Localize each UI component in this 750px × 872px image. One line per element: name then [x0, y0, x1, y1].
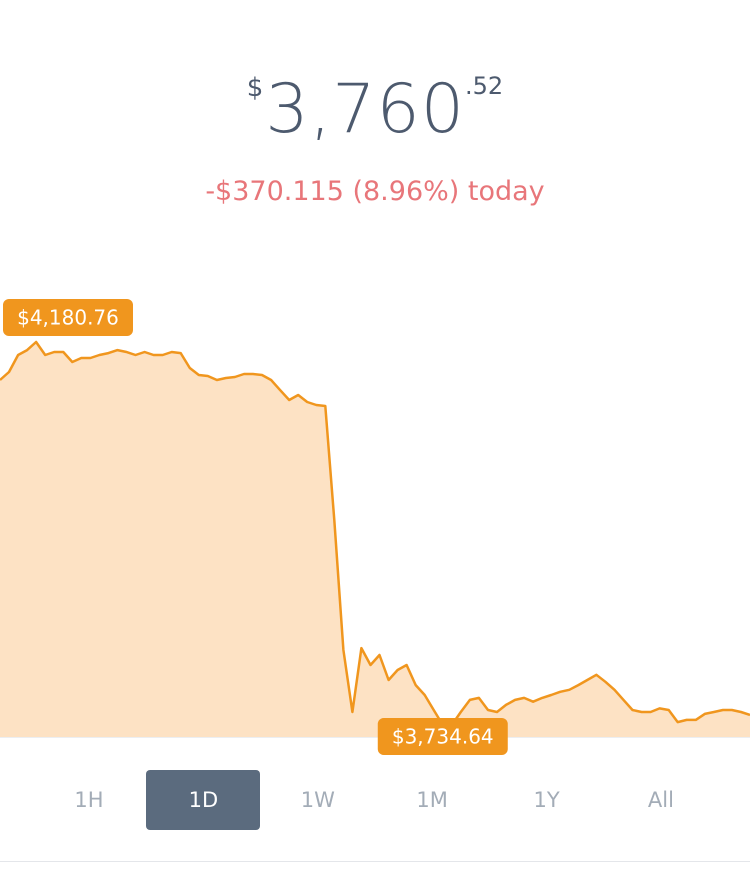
- range-tab[interactable]: 1H: [74, 788, 104, 812]
- price-label-box: [377, 718, 508, 755]
- range-tab[interactable]: 1W: [300, 788, 335, 812]
- range-tab[interactable]: 1Y: [533, 788, 560, 812]
- range-tab[interactable]: 1D: [146, 770, 261, 830]
- price-change: -$370.115 (8.96%) today: [205, 176, 545, 207]
- price-line: [0, 340, 750, 727]
- price-label: $4,180.76: [3, 299, 133, 337]
- price-label-text: $4,180.76: [17, 306, 119, 330]
- price: $3,760.52: [0, 70, 750, 149]
- price-cents: .52: [465, 72, 504, 100]
- range-tab[interactable]: All: [647, 788, 674, 812]
- range-tabs: 1H 1D 1W 1M 1Y All: [32, 770, 718, 830]
- chart: $4,180.76 $3,734.64: [0, 299, 750, 755]
- price-label-text: $3,734.64: [392, 725, 494, 749]
- area-fill: [0, 342, 750, 737]
- price-whole: 3,760: [265, 70, 466, 149]
- currency: $: [246, 73, 264, 103]
- price-label-box: [3, 299, 133, 337]
- range-tab[interactable]: 1M: [416, 788, 448, 812]
- divider: [0, 861, 750, 862]
- price-label: $3,734.64: [377, 718, 508, 755]
